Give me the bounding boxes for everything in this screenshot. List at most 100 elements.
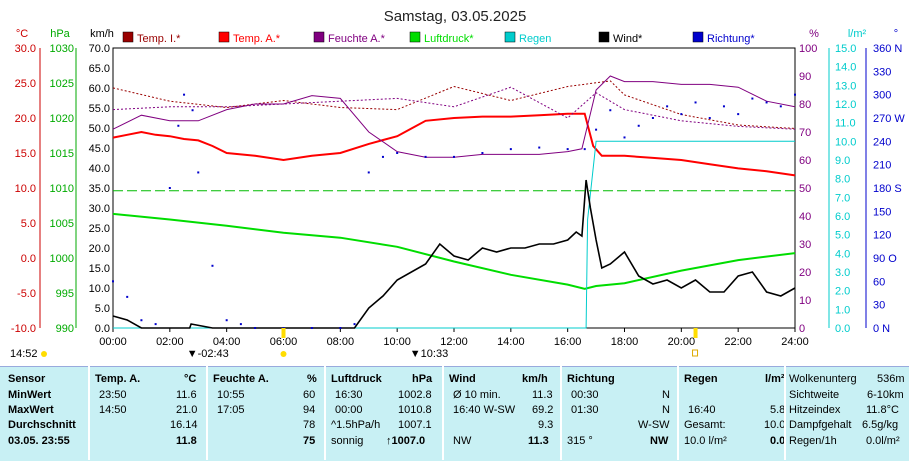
sensor-header: Sensor xyxy=(8,373,46,385)
direction-point xyxy=(566,148,569,151)
right-tick-1-15: 0.0 xyxy=(835,323,850,335)
humidity-min: 60 xyxy=(303,389,316,401)
left-tick-0-0: 30.0 xyxy=(15,43,36,55)
right-tick-2-8: 120 xyxy=(873,230,891,242)
durchschnitt-label: Durchschnitt xyxy=(8,419,76,431)
sunrise-icon xyxy=(280,351,287,357)
x-tick-2: 04:00 xyxy=(213,336,241,348)
left-tick-0-5: 5.0 xyxy=(21,218,36,230)
direction-point xyxy=(310,327,313,329)
series-line-5 xyxy=(113,140,795,329)
right-tick-2-5: 210 xyxy=(873,160,891,172)
x-tick-0: 00:00 xyxy=(99,336,127,348)
left-tick-2-3: 55.0 xyxy=(89,103,110,115)
left-tick-0-3: 15.0 xyxy=(15,148,36,160)
direction-max-time: 01:30 xyxy=(571,404,599,416)
right-tick-0-10: 0 xyxy=(799,323,805,335)
wind-max-time: 16:40 W-SW xyxy=(453,404,516,416)
right-tick-2-0: 360 N xyxy=(873,43,902,55)
wind-avg10: 11.3 xyxy=(532,389,553,401)
right-tick-0-1: 90 xyxy=(799,71,811,83)
right-tick-1-13: 2.0 xyxy=(835,286,850,298)
left-tick-2-10: 20.0 xyxy=(89,243,110,255)
direction-point xyxy=(637,124,640,127)
vapor-label: Dampfgehalt xyxy=(789,419,852,431)
right-axis-unit-2: ° xyxy=(894,28,898,40)
direction-current: NW xyxy=(650,435,669,447)
direction-point xyxy=(177,124,180,127)
x-tick-11: 22:00 xyxy=(724,336,752,348)
series-line-2 xyxy=(112,75,796,158)
legend-label-3: Luftdruck* xyxy=(424,33,474,45)
heatindex-label: Hitzeindex xyxy=(789,404,841,416)
weather-chart: Samstag, 03.05.2025 °C 30.0 25.0 20.0 15.0 10.… xyxy=(10,8,905,360)
right-tick-1-2: 13.0 xyxy=(835,80,856,92)
temp-max: 21.0 xyxy=(176,404,198,416)
time-mark-label-2: ▼10:33 xyxy=(410,348,448,360)
left-tick-0-6: 0.0 xyxy=(21,253,36,265)
legend-swatch-4 xyxy=(504,31,516,43)
temp-unit: °C xyxy=(184,373,197,385)
chart-title: Samstag, 03.05.2025 xyxy=(384,8,527,25)
wind-dir-current: NW xyxy=(453,435,472,447)
moon-icon xyxy=(692,349,699,357)
left-tick-2-2: 60.0 xyxy=(89,83,110,95)
legend-label-6: Richtung* xyxy=(707,33,755,45)
direction-point xyxy=(694,101,697,104)
direction-point xyxy=(538,146,541,149)
right-tick-1-12: 3.0 xyxy=(835,267,850,279)
legend-swatch-1 xyxy=(218,31,230,43)
left-axis-unit-0: °C xyxy=(16,28,28,40)
direction-point xyxy=(609,109,612,112)
direction-max: N xyxy=(662,404,670,416)
direction-point xyxy=(453,155,455,158)
left-tick-0-4: 10.0 xyxy=(15,183,36,195)
temp-min-time: 23:50 xyxy=(99,389,127,401)
left-tick-2-13: 5.0 xyxy=(95,303,110,315)
rain1h-label: Regen/1h xyxy=(789,435,837,447)
maxwert-label: MaxWert xyxy=(8,404,54,416)
left-tick-2-0: 70.0 xyxy=(89,43,110,55)
right-tick-2-11: 30 xyxy=(873,300,885,312)
legend-swatch-5 xyxy=(598,31,610,43)
right-tick-2-12: 0 N xyxy=(873,323,890,335)
temp-header: Temp. A. xyxy=(95,373,141,385)
wind-unit: km/h xyxy=(522,373,548,385)
right-tick-1-0: 15.0 xyxy=(835,43,856,55)
direction-point xyxy=(191,109,194,112)
right-tick-2-2: 300 xyxy=(873,90,891,102)
right-tick-2-10: 60 xyxy=(873,276,885,288)
left-tick-1-3: 1015 xyxy=(50,148,74,160)
pressure-header: Luftdruck xyxy=(331,373,382,385)
right-tick-1-3: 12.0 xyxy=(835,99,856,111)
rain-total-sub: 10.0 l/m² xyxy=(684,435,727,447)
left-tick-2-8: 30.0 xyxy=(89,203,110,215)
legend-swatch-6 xyxy=(692,31,704,43)
temp-max-time: 14:50 xyxy=(99,404,127,416)
direction-point xyxy=(353,323,356,326)
x-tick-3: 06:00 xyxy=(270,336,298,348)
direction-point xyxy=(765,101,768,104)
rain-max: 5.8 xyxy=(770,404,786,416)
time-mark-label-1: ▼-02:43 xyxy=(187,348,229,360)
right-tick-1-8: 7.0 xyxy=(835,192,850,204)
direction-point xyxy=(225,319,228,322)
direction-point xyxy=(367,171,370,174)
rain-max-time: 16:40 xyxy=(688,404,716,416)
left-tick-2-7: 35.0 xyxy=(89,183,110,195)
temp-current: 11.8 xyxy=(176,435,197,447)
direction-point xyxy=(595,128,598,131)
direction-point xyxy=(651,117,654,119)
weather-forecast: sonnig xyxy=(331,435,364,447)
x-tick-10: 20:00 xyxy=(668,336,696,348)
direction-point xyxy=(623,136,626,139)
direction-point xyxy=(154,323,157,326)
right-axis-unit-0: % xyxy=(809,28,819,40)
rain1h-value: 0.0l/m² xyxy=(866,435,900,447)
direction-point xyxy=(708,117,711,119)
cloudbase-value: 536m xyxy=(877,373,905,385)
legend-label-2: Feuchte A.* xyxy=(328,33,386,45)
left-tick-1-6: 1000 xyxy=(50,253,74,265)
rain-header: Regen xyxy=(684,373,718,385)
left-tick-0-7: -5.0 xyxy=(17,288,36,300)
